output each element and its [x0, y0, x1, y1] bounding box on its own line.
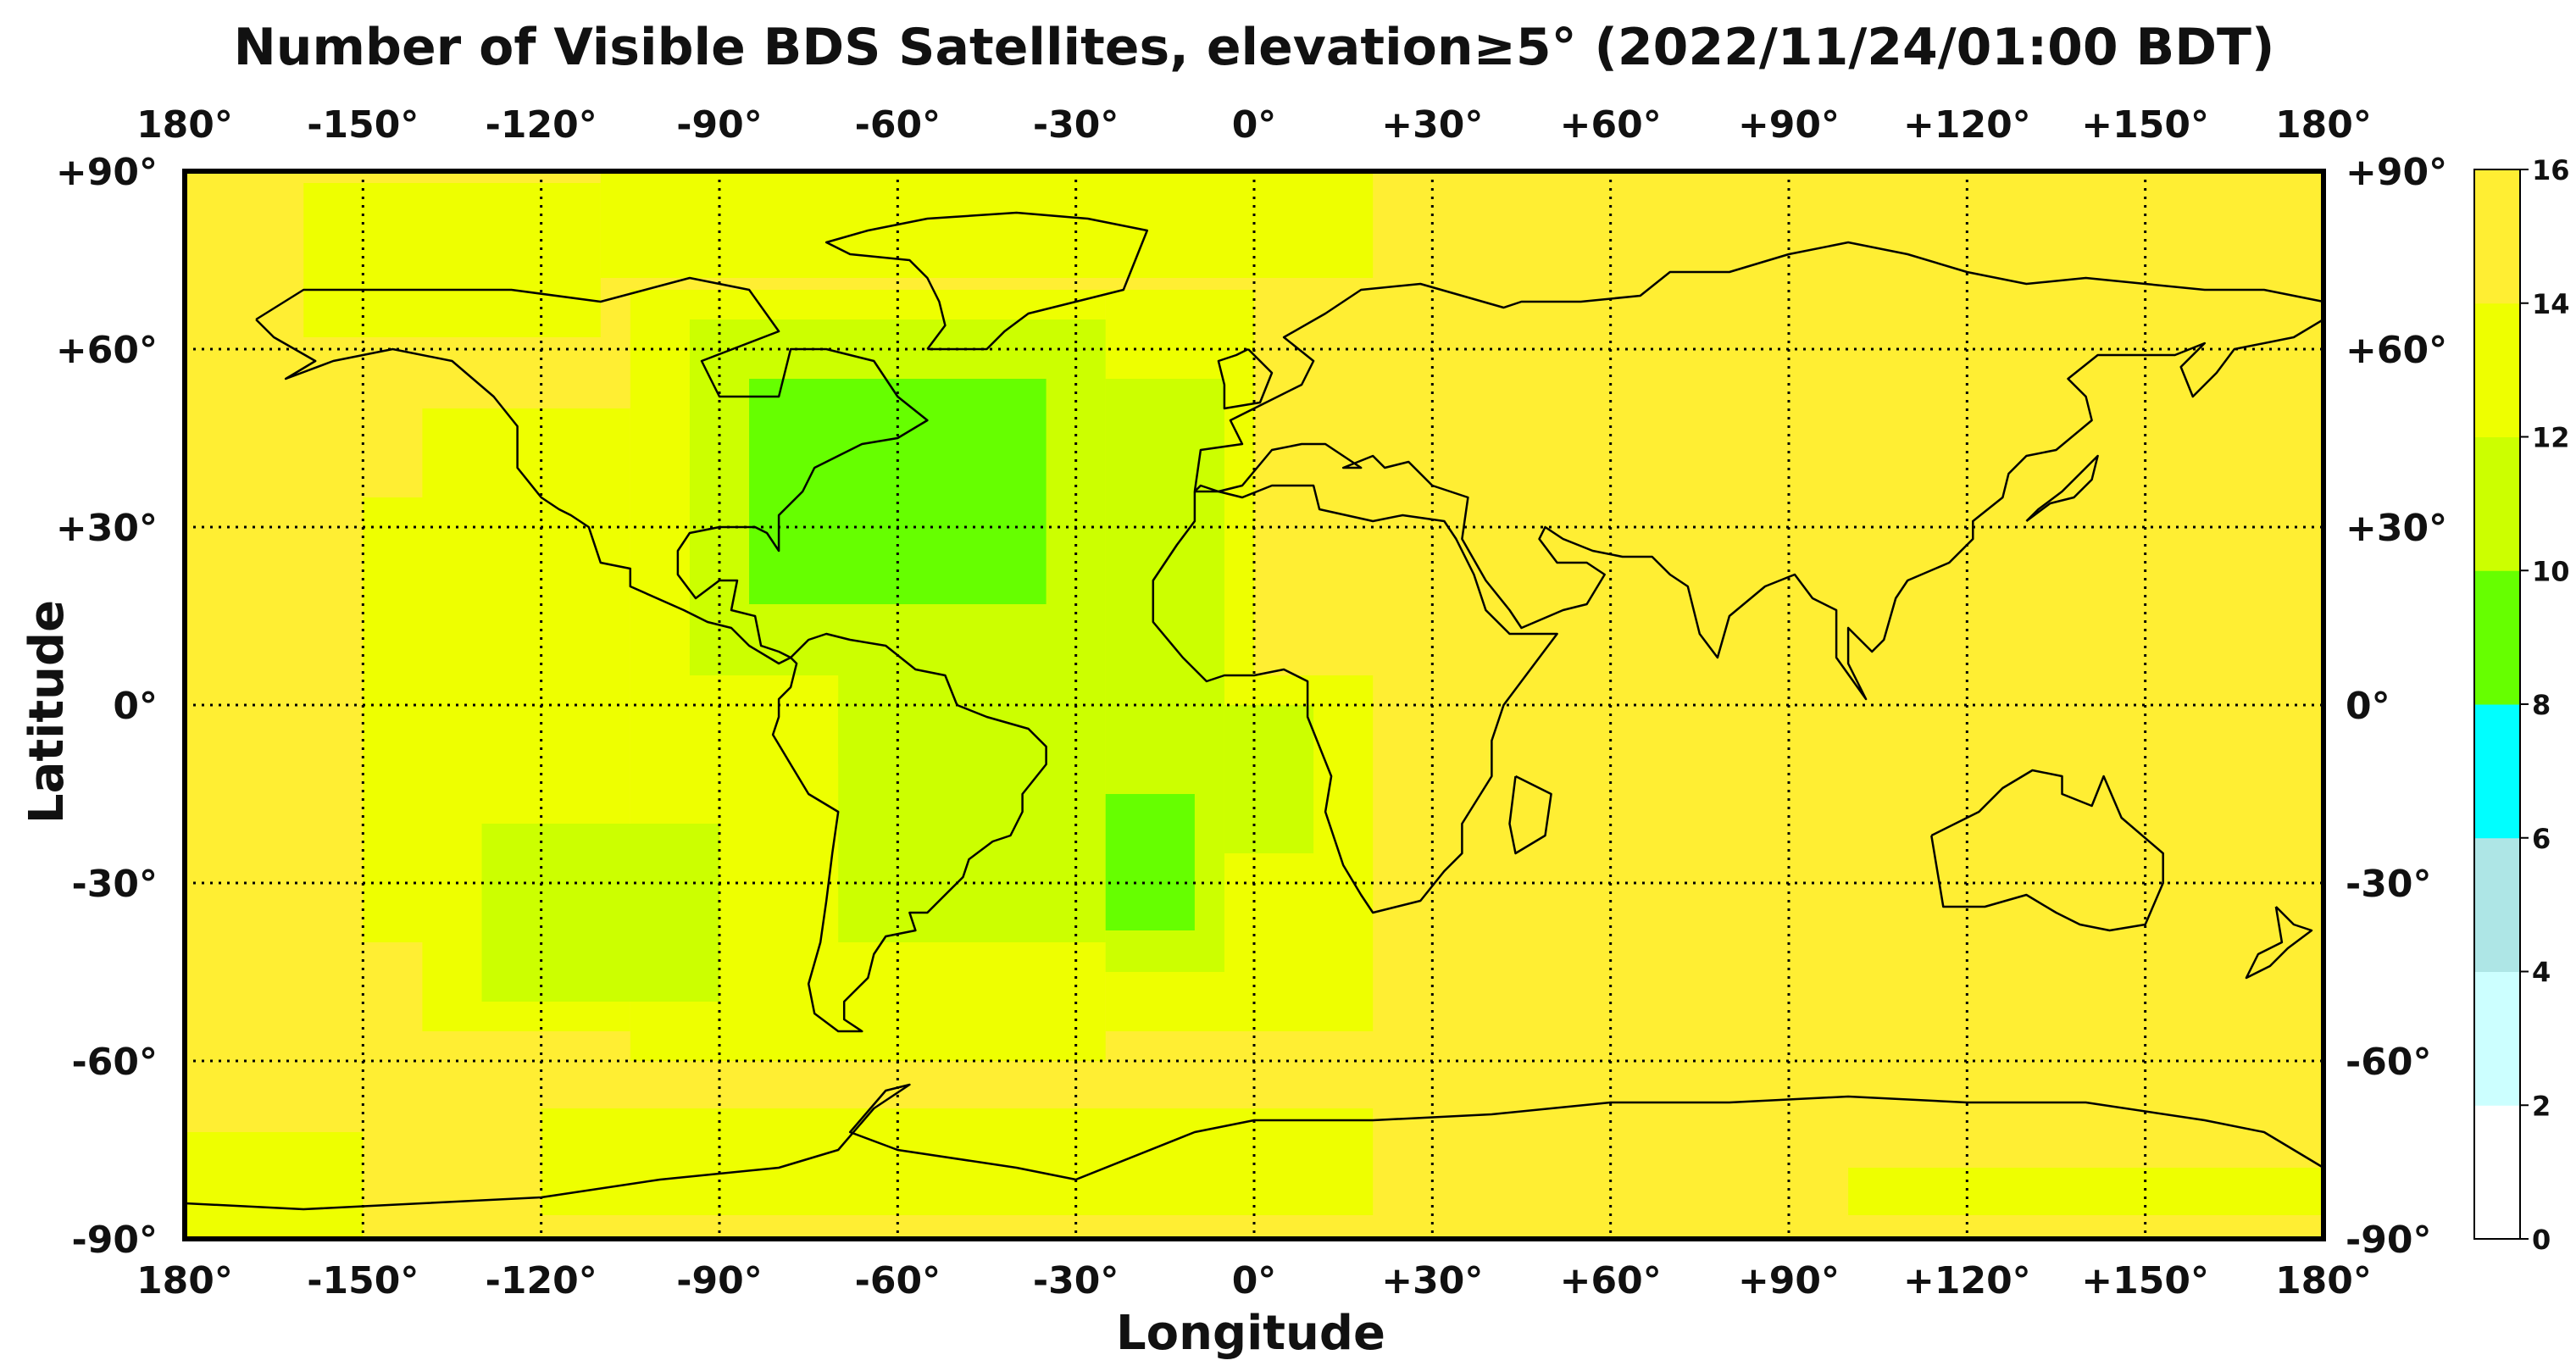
- x-tick-label-top: -150°: [307, 103, 419, 147]
- colorbar-tick-label: 16: [2532, 154, 2570, 186]
- heat-region: [303, 183, 601, 337]
- y-tick-label-left: -30°: [72, 863, 158, 906]
- x-tick-label-bottom: +90°: [1738, 1259, 1840, 1302]
- colorbar-segment: [2474, 704, 2520, 839]
- heat-region: [185, 1132, 364, 1239]
- heat-region: [749, 379, 1046, 604]
- x-tick-label-bottom: 180°: [2275, 1259, 2372, 1302]
- y-tick-label-right: +30°: [2346, 507, 2447, 550]
- x-tick-label-bottom: -150°: [307, 1259, 419, 1302]
- heat-region: [481, 824, 719, 1002]
- coastline: [824, 211, 1149, 351]
- x-tick-label-bottom: +30°: [1381, 1259, 1483, 1302]
- x-tick-label-top: +30°: [1381, 103, 1483, 147]
- axis-ticks: 180° 180° -150° -150° -120° -120° -90° -90° -60°…: [56, 103, 2447, 1302]
- heat-region: [1848, 1168, 2323, 1215]
- coastline: [1194, 318, 2324, 701]
- colorbar-segment: [2474, 169, 2520, 304]
- coastline: [2245, 906, 2313, 980]
- heat-region: [541, 1108, 1374, 1215]
- y-tick-label-left: +60°: [56, 329, 158, 372]
- x-tick-label-bottom: 180°: [136, 1259, 233, 1302]
- colorbar-segment: [2474, 837, 2520, 972]
- coastline: [1930, 769, 2164, 932]
- x-tick-label-bottom: +120°: [1903, 1259, 2031, 1302]
- coastline: [2025, 454, 2099, 523]
- y-tick-label-left: +90°: [56, 151, 158, 194]
- y-tick-label-left: +30°: [56, 507, 158, 550]
- x-tick-label-bottom: +150°: [2081, 1259, 2209, 1302]
- heat-region: [600, 171, 1374, 278]
- y-tick-label-right: +60°: [2346, 329, 2447, 372]
- colorbar-segment: [2474, 971, 2520, 1106]
- x-tick-label-top: 0°: [1232, 103, 1277, 147]
- x-tick-label-bottom: -60°: [855, 1259, 941, 1302]
- y-tick-label-left: -60°: [72, 1041, 158, 1084]
- x-axis-label: Longitude: [1116, 1306, 1385, 1361]
- colorbar-tick-label: 10: [2532, 555, 2570, 587]
- colorbar-segment: [2474, 436, 2520, 571]
- coastlines: [184, 211, 2324, 1211]
- x-tick-label-bottom: +60°: [1560, 1259, 1662, 1302]
- map-frame: [182, 169, 2326, 1241]
- colorbar-segment: [2474, 303, 2520, 437]
- coastline: [1217, 347, 1274, 410]
- y-tick-label-right: -90°: [2346, 1219, 2432, 1262]
- x-tick-label-top: +150°: [2081, 103, 2209, 147]
- heat-region: [1105, 794, 1195, 930]
- colorbar: 0 2 4 6 8 10 12 14 16: [2473, 154, 2570, 1256]
- y-axis-label: Latitude: [19, 600, 75, 824]
- heat-region: [363, 497, 423, 942]
- y-tick-label-right: -60°: [2346, 1041, 2432, 1084]
- x-tick-label-top: +120°: [1903, 103, 2031, 147]
- x-tick-label-top: +90°: [1738, 103, 1840, 147]
- x-tick-label-top: -120°: [486, 103, 597, 147]
- colorbar-tick-label: 12: [2532, 422, 2570, 454]
- x-tick-label-bottom: -30°: [1033, 1259, 1119, 1302]
- x-tick-label-top: 180°: [136, 103, 233, 147]
- x-tick-label-top: 180°: [2275, 103, 2372, 147]
- coastline: [1508, 775, 1552, 855]
- colorbar-tick-label: 8: [2532, 689, 2551, 721]
- x-tick-label-top: -90°: [676, 103, 763, 147]
- colorbar-tick-label: 2: [2532, 1090, 2551, 1122]
- y-tick-label-left: -90°: [72, 1219, 158, 1262]
- y-tick-label-right: 0°: [2346, 685, 2390, 728]
- y-tick-label-right: -30°: [2346, 863, 2432, 906]
- y-tick-label-right: +90°: [2346, 151, 2447, 194]
- colorbar-tick-label: 4: [2532, 957, 2551, 989]
- x-tick-label-bottom: -120°: [486, 1259, 597, 1302]
- x-tick-label-top: +60°: [1560, 103, 1662, 147]
- coastline: [1193, 241, 2324, 492]
- x-tick-label-top: -30°: [1033, 103, 1119, 147]
- colorbar-segment: [2474, 570, 2520, 705]
- coastline: [1152, 484, 1558, 914]
- x-tick-label-top: -60°: [855, 103, 941, 147]
- y-tick-label-left: 0°: [113, 685, 158, 728]
- x-tick-label-bottom: 0°: [1232, 1259, 1277, 1302]
- coastline: [255, 276, 929, 665]
- colorbar-tick-label: 0: [2532, 1224, 2551, 1256]
- colorbar-tick-label: 6: [2532, 823, 2551, 855]
- x-tick-label-bottom: -90°: [676, 1259, 763, 1302]
- colorbar-segment: [2474, 1105, 2520, 1240]
- coastline: [184, 1083, 2324, 1211]
- grid-lines: [185, 171, 2323, 1239]
- chart-title: Number of Visible BDS Satellites, elevat…: [234, 18, 2275, 77]
- heat-region: [1224, 705, 1314, 853]
- colorbar-tick-label: 14: [2532, 288, 2570, 320]
- heat-region: [838, 705, 928, 764]
